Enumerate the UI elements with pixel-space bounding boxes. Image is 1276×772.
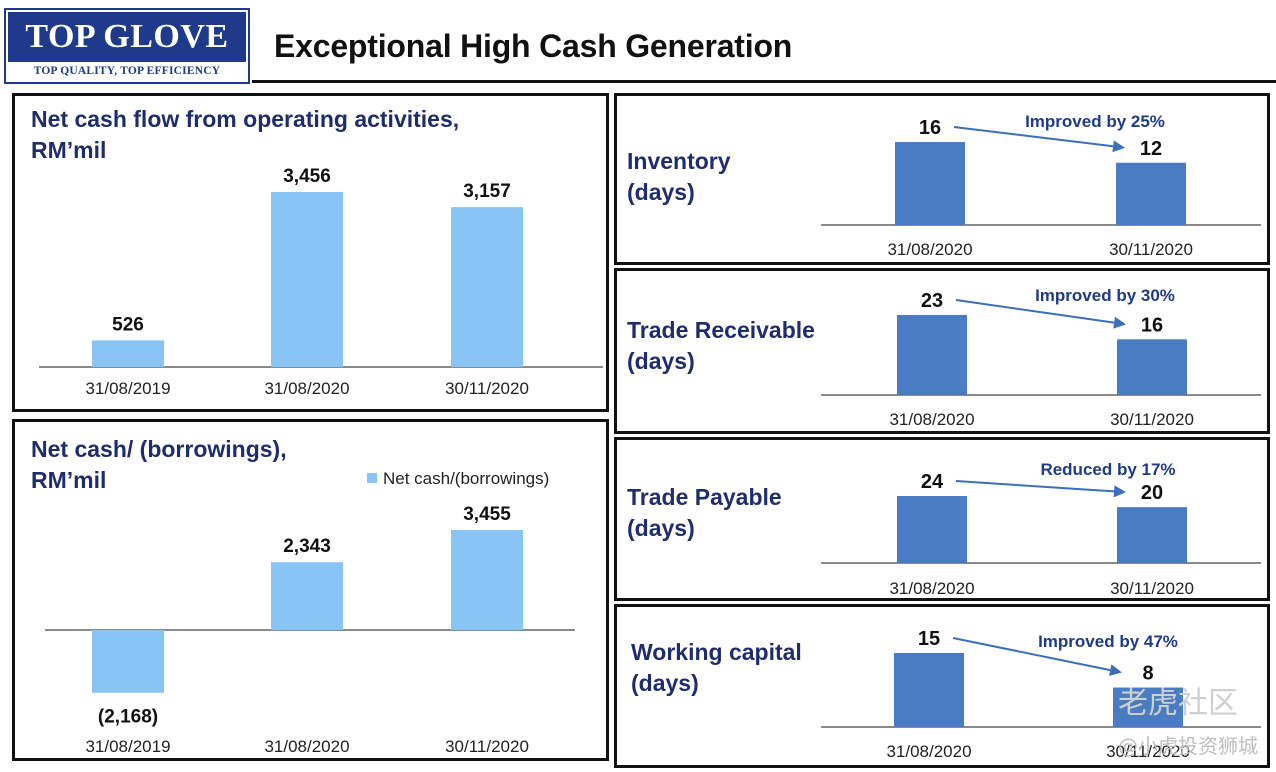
legend-swatch [367, 473, 377, 483]
bar-31/08/2020 [897, 496, 967, 563]
bar-30/11/2020 [451, 530, 523, 630]
watermark-sub: @小虎投资狮城 [1118, 734, 1258, 758]
inventory-panel-title: Inventory (days) [627, 146, 731, 208]
data-label: 8 [1142, 663, 1153, 685]
bar-31/08/2019 [92, 340, 164, 367]
bar-31/08/2020 [894, 653, 964, 727]
data-label: 526 [112, 314, 144, 335]
bar-31/08/2020 [271, 562, 343, 630]
arrow-head [1113, 316, 1126, 329]
netcash-legend: Net cash/(borrowings) [367, 469, 549, 489]
change-arrow [955, 480, 1115, 493]
legend-label: Net cash/(borrowings) [383, 469, 550, 488]
operating-cashflow-panel: Net cash flow from operating activities,… [12, 93, 609, 412]
page-title: Exceptional High Cash Generation [274, 28, 793, 64]
inventory-chart: 16 31/08/2020 12 30/11/2020 Improved by 25% [821, 112, 1261, 259]
bar-31/08/2020 [897, 315, 967, 395]
data-label: 2,343 [283, 536, 331, 557]
change-annotation: Improved by 30% [1035, 286, 1175, 305]
bar-31/08/2019 [92, 630, 164, 693]
change-arrow [952, 637, 1111, 672]
data-label: 3,455 [463, 504, 511, 525]
change-arrow [955, 299, 1115, 324]
payable-panel: Trade Payable (days) 24 31/08/2020 20 30/11… [614, 437, 1270, 601]
tick-label: 30/11/2020 [1110, 410, 1194, 429]
bar-30/11/2020 [1117, 507, 1187, 563]
tick-label: 31/08/2020 [887, 240, 972, 259]
change-annotation: Improved by 47% [1038, 632, 1178, 651]
tick-label: 31/08/2020 [889, 579, 974, 598]
logo-wordmark: TOP GLOVE [8, 12, 246, 62]
tick-label: 31/08/2020 [264, 737, 349, 756]
working-capital-chart: 15 31/08/2020 8 30/11/2020 Improved by 47% [821, 628, 1261, 761]
netcash-title-line1: Net cash/ (borrowings), [31, 436, 287, 462]
tick-label: 31/08/2020 [889, 410, 974, 429]
operating-cashflow-chart: 526 31/08/2019 3,456 31/08/2020 3,157 30/11/2… [39, 166, 603, 398]
workingcap-title-line1: Working capital [631, 639, 802, 665]
data-label: 12 [1140, 138, 1162, 160]
change-annotation: Improved by 25% [1025, 112, 1165, 131]
data-label: 23 [921, 290, 943, 312]
logo-tagline: TOP QUALITY, TOP EFFICIENCY [33, 65, 221, 77]
data-label: 15 [918, 628, 940, 650]
tick-label: 31/08/2019 [85, 379, 170, 398]
receivable-title-line2: (days) [627, 348, 695, 374]
arrow-head [1109, 664, 1122, 677]
workingcap-title-line2: (days) [631, 670, 699, 696]
tick-label: 31/08/2020 [886, 742, 971, 761]
data-label: 16 [919, 117, 941, 139]
payable-title-line1: Trade Payable [627, 484, 782, 510]
bar-30/11/2020 [1116, 162, 1186, 225]
tick-label: 30/11/2020 [1109, 240, 1193, 259]
receivable-title-line1: Trade Receivable [627, 317, 815, 343]
operating-panel-title: Net cash flow from operating activities,… [31, 104, 459, 166]
tick-label: 30/11/2020 [1110, 579, 1194, 598]
data-label: 16 [1141, 314, 1163, 336]
bar-30/11/2020 [451, 207, 523, 367]
bar-30/11/2020 [1117, 339, 1187, 395]
inventory-title-line2: (days) [627, 179, 695, 205]
operating-title-line1: Net cash flow from operating activities, [31, 106, 460, 132]
payable-chart: 24 31/08/2020 20 30/11/2020 Reduced by 17% [821, 460, 1261, 598]
net-cash-chart: (2,168) 31/08/2019 2,343 31/08/2020 3,455 30/… [45, 504, 575, 756]
receivable-panel-title: Trade Receivable (days) [627, 315, 815, 377]
tick-label: 31/08/2019 [85, 737, 170, 756]
title-divider [252, 80, 1276, 83]
workingcap-panel-title: Working capital (days) [631, 637, 802, 699]
net-cash-panel: Net cash/ (borrowings), RM’mil Net cash/… [12, 419, 609, 761]
tick-label: 30/11/2020 [445, 379, 529, 398]
netcash-panel-title: Net cash/ (borrowings), RM’mil [31, 434, 287, 496]
working-capital-panel: Working capital (days) 15 31/08/2020 8 30/1… [614, 604, 1270, 768]
receivable-panel: Trade Receivable (days) 23 31/08/2020 16 30… [614, 268, 1270, 434]
receivable-chart: 23 31/08/2020 16 30/11/2020 Improved by 30% [821, 286, 1261, 429]
change-annotation: Reduced by 17% [1040, 460, 1175, 479]
change-arrow [953, 126, 1114, 148]
data-label: 3,456 [283, 166, 331, 187]
data-label: (2,168) [98, 707, 158, 728]
payable-title-line2: (days) [627, 515, 695, 541]
data-label: 24 [921, 471, 944, 493]
arrow-head [1113, 485, 1126, 498]
tick-label: 31/08/2020 [264, 379, 349, 398]
bar-30/11/2020 [1113, 687, 1183, 727]
netcash-title-line2: RM’mil [31, 467, 107, 493]
inventory-title-line1: Inventory [627, 148, 731, 174]
data-label: 20 [1141, 482, 1163, 504]
bar-31/08/2020 [895, 142, 965, 225]
watermark: 老虎社区 [1118, 686, 1238, 721]
operating-title-line2: RM’mil [31, 137, 107, 163]
data-label: 3,157 [463, 181, 511, 202]
tick-label: 30/11/2020 [1106, 742, 1190, 761]
top-glove-logo: TOP GLOVE TOP QUALITY, TOP EFFICIENCY [4, 8, 250, 84]
inventory-panel: Inventory (days) 16 31/08/2020 12 30/11/202… [614, 93, 1270, 265]
tick-label: 30/11/2020 [445, 737, 529, 756]
bar-31/08/2020 [271, 192, 343, 367]
payable-panel-title: Trade Payable (days) [627, 482, 782, 544]
arrow-head [1112, 140, 1125, 153]
